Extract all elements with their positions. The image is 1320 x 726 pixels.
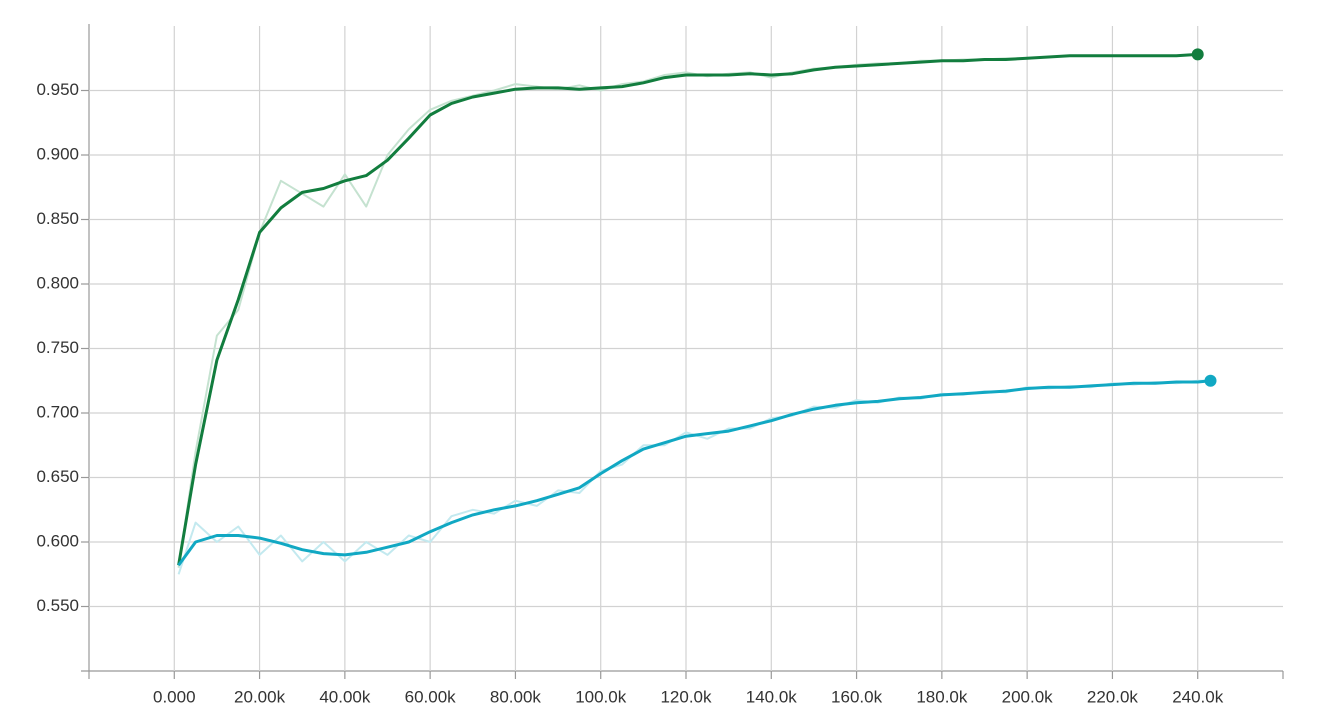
- y-tick-label: 0.900: [36, 144, 79, 163]
- y-tick-label: 0.650: [36, 467, 79, 486]
- x-tick-label: 60.00k: [405, 687, 457, 706]
- x-tick-label: 220.0k: [1087, 687, 1139, 706]
- x-tick-label: 180.0k: [916, 687, 968, 706]
- x-tick-label: 100.0k: [575, 687, 627, 706]
- y-tick-label: 0.550: [36, 596, 79, 615]
- x-tick-label: 140.0k: [746, 687, 798, 706]
- y-tick-label: 0.600: [36, 531, 79, 550]
- x-tick-label: 40.00k: [319, 687, 371, 706]
- x-tick-label: 20.00k: [234, 687, 286, 706]
- y-tick-label: 0.700: [36, 402, 79, 421]
- y-tick-label: 0.950: [36, 80, 79, 99]
- x-tick-label: 0.000: [153, 687, 196, 706]
- series-line: [177, 53, 1198, 568]
- x-tick-label: 200.0k: [1002, 687, 1054, 706]
- y-tick-label: 0.750: [36, 338, 79, 357]
- series-line: [177, 52, 1198, 566]
- x-tick-label: 120.0k: [660, 687, 712, 706]
- x-tick-label: 240.0k: [1172, 687, 1224, 706]
- series-line: [177, 379, 1211, 567]
- y-tick-label: 0.800: [36, 273, 79, 292]
- y-tick-label: 0.850: [36, 209, 79, 228]
- end-marker: [1204, 374, 1217, 387]
- end-marker: [1191, 48, 1204, 61]
- x-tick-label: 80.00k: [490, 687, 542, 706]
- x-tick-label: 160.0k: [831, 687, 883, 706]
